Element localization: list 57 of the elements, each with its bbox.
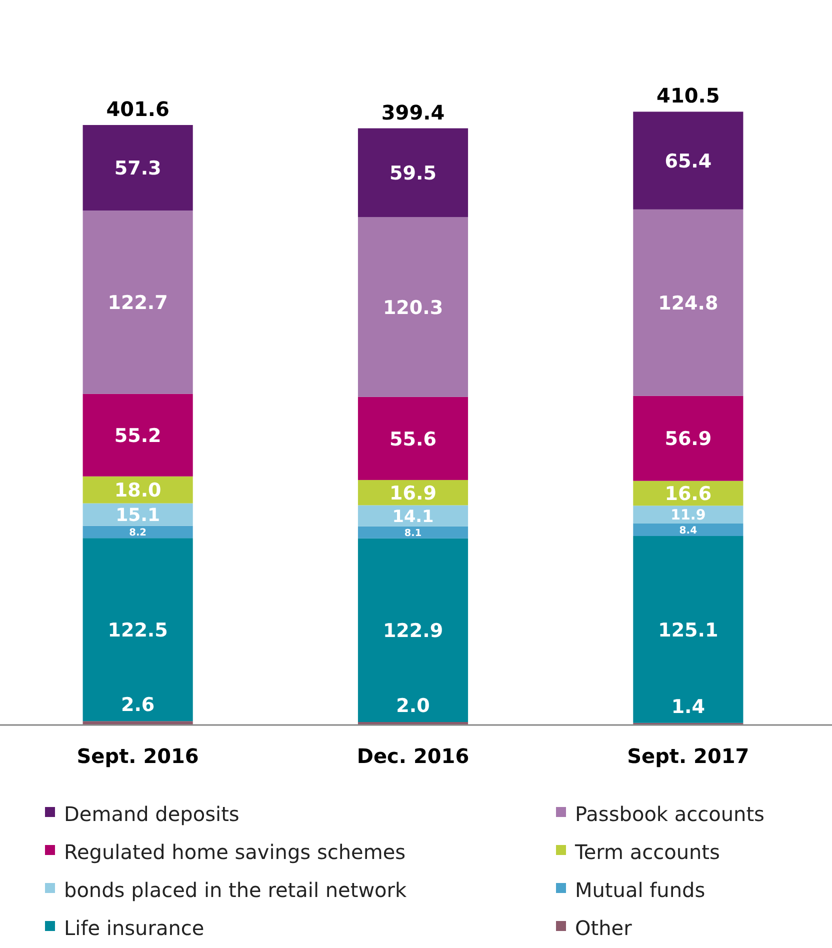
data-label: 125.1 bbox=[658, 619, 718, 642]
bar bbox=[633, 112, 744, 210]
data-label: 8.2 bbox=[129, 528, 147, 538]
data-label: 15.1 bbox=[116, 505, 160, 526]
bar bbox=[82, 210, 193, 394]
bar bbox=[358, 217, 468, 397]
data-label: 2.6 bbox=[120, 694, 155, 716]
data-label: 11.9 bbox=[670, 508, 706, 524]
data-label: 59.5 bbox=[390, 162, 436, 185]
data-label: 120.3 bbox=[382, 296, 444, 319]
data-label: 8.4 bbox=[679, 525, 698, 536]
bar bbox=[82, 503, 193, 526]
data-label: 122.5 bbox=[108, 619, 168, 642]
bar bbox=[82, 538, 193, 722]
data-label: 16.6 bbox=[664, 483, 712, 506]
data-label: 122.7 bbox=[108, 292, 168, 314]
bar bbox=[82, 721, 193, 725]
data-label: 14.1 bbox=[392, 506, 434, 526]
legend-label: Demand deposits bbox=[64, 802, 240, 826]
bar bbox=[358, 128, 468, 218]
bar bbox=[633, 536, 744, 723]
x-tick-label: Dec. 2016 bbox=[356, 744, 470, 768]
bar bbox=[358, 538, 468, 722]
legend-label: Mutual funds bbox=[575, 878, 706, 902]
bar bbox=[82, 526, 193, 538]
data-label: 55.2 bbox=[114, 425, 162, 447]
data-label: 65.4 bbox=[664, 150, 712, 172]
legend-label: Life insurance bbox=[64, 916, 204, 940]
legend-label: Passbook accounts bbox=[575, 802, 764, 826]
x-tick-label: Sept. 2017 bbox=[627, 744, 750, 768]
bar bbox=[358, 505, 468, 526]
data-label: 55.6 bbox=[390, 428, 436, 450]
bar bbox=[82, 394, 193, 476]
bar bbox=[633, 523, 744, 536]
bar bbox=[358, 396, 468, 480]
legend-label: Regulated home savings schemes bbox=[64, 840, 406, 864]
bar bbox=[358, 526, 468, 538]
total-label: 399.4 bbox=[381, 100, 445, 124]
bar bbox=[82, 125, 193, 211]
legend-label: Other bbox=[575, 916, 633, 940]
x-tick-label: Sept. 2016 bbox=[76, 744, 199, 768]
data-label: 122.9 bbox=[382, 620, 444, 642]
data-label: 16.9 bbox=[390, 482, 436, 504]
data-label: 56.9 bbox=[664, 428, 712, 450]
legend-label: Term accounts bbox=[574, 840, 720, 864]
data-label: 124.8 bbox=[658, 292, 718, 314]
bar bbox=[633, 396, 744, 481]
data-label: 1.4 bbox=[671, 696, 706, 718]
data-label: 57.3 bbox=[114, 158, 162, 180]
legend-label: bonds placed in the retail network bbox=[64, 878, 408, 902]
total-label: 410.5 bbox=[656, 84, 720, 108]
data-label: 8.1 bbox=[404, 528, 422, 539]
bar bbox=[633, 209, 744, 396]
data-label: 2.0 bbox=[396, 695, 430, 718]
data-label: 18.0 bbox=[114, 480, 162, 502]
total-label: 401.6 bbox=[106, 97, 170, 121]
bar bbox=[633, 506, 744, 524]
